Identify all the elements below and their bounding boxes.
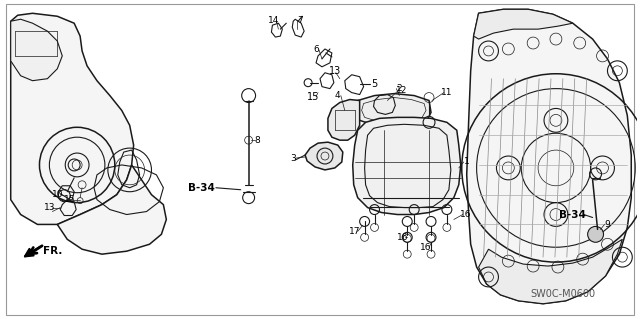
Text: 16: 16 [460,210,472,219]
Text: 13: 13 [329,66,341,76]
Text: 7: 7 [298,16,303,25]
Polygon shape [479,239,622,304]
Text: 16: 16 [420,243,432,252]
Text: B-34: B-34 [559,210,586,219]
Text: 2: 2 [397,84,402,93]
Text: 12: 12 [396,86,407,95]
Polygon shape [11,19,62,81]
Text: FR.: FR. [43,246,62,256]
Polygon shape [467,9,631,304]
Text: 3: 3 [291,153,296,162]
Polygon shape [305,142,343,170]
Text: 13: 13 [44,203,55,212]
Text: 1: 1 [464,158,470,167]
Polygon shape [353,117,461,214]
Polygon shape [58,165,166,254]
Text: 9: 9 [605,220,611,229]
Text: SW0C-M0600: SW0C-M0600 [531,289,595,299]
Polygon shape [356,93,431,127]
Text: 5: 5 [371,79,378,89]
Circle shape [588,226,604,242]
Text: 6: 6 [313,46,319,55]
Text: 10: 10 [52,190,63,199]
Polygon shape [474,9,573,39]
Polygon shape [328,100,360,140]
Text: 15: 15 [65,195,76,204]
Text: B-34: B-34 [188,183,214,193]
Polygon shape [11,13,134,225]
Text: 14: 14 [268,16,279,25]
Text: 16: 16 [397,233,408,242]
Text: 15: 15 [307,92,319,101]
Text: 4: 4 [335,91,340,100]
Text: 17: 17 [349,227,360,236]
Text: 8: 8 [255,136,260,145]
Text: 11: 11 [441,88,452,97]
